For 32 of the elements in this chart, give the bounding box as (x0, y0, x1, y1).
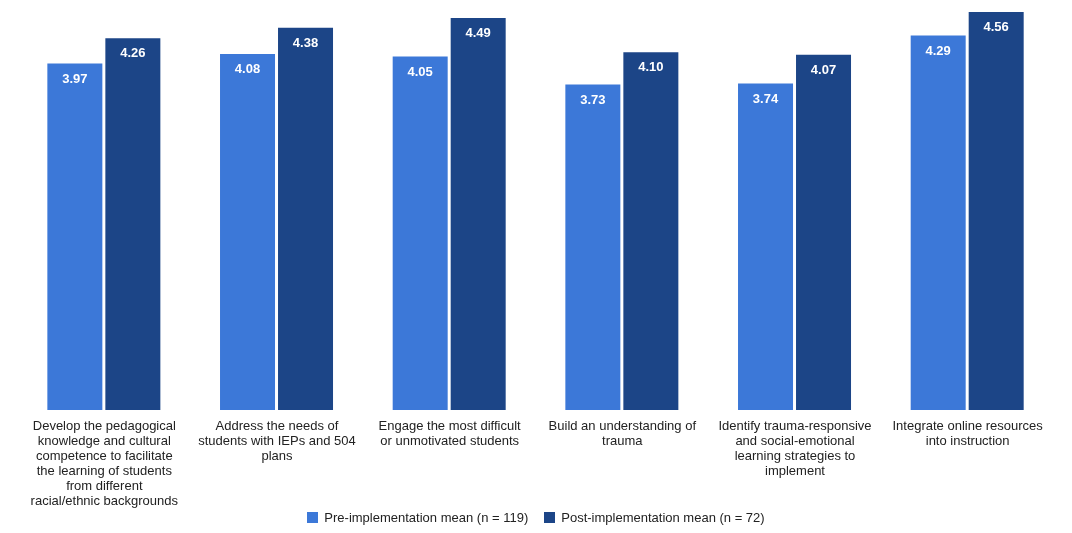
bar (738, 83, 794, 410)
data-label: 4.07 (810, 62, 837, 77)
x-tick-label: Identify trauma-responsive and social-emotional learning strategies to implement (718, 418, 872, 478)
data-label: 3.97 (62, 70, 88, 86)
x-tick-label: Integrate online resources into instruction (892, 418, 1044, 448)
data-label: 4.08 (234, 61, 261, 77)
bar (796, 54, 852, 410)
x-tick-label: Develop the pedagogical knowledge and cultural competence to facilitate the learning of students from different racial/ethnic backgrounds (30, 418, 179, 508)
legend-label: Pre-implementation mean (n = 119) (324, 510, 529, 525)
data-label: 3.74 (752, 90, 779, 106)
data-label: 4.56 (983, 19, 1009, 35)
bar (392, 56, 448, 410)
data-label: 4.38 (292, 34, 319, 50)
bar (47, 63, 103, 410)
bar (623, 52, 679, 410)
data-label: 4.29 (925, 42, 951, 58)
bar (220, 53, 276, 410)
x-tick-label: Build an understanding of trauma (548, 418, 697, 448)
data-label: 4.49 (465, 25, 491, 41)
bar (968, 12, 1024, 410)
x-tick-label: Address the needs of students with IEPs and 504 plans (198, 418, 356, 463)
bar (910, 35, 966, 410)
data-label: 4.05 (407, 63, 433, 79)
data-label: 3.73 (580, 91, 606, 107)
bar (565, 84, 621, 410)
legend-label: Post-implementation mean (n = 72) (561, 510, 765, 525)
x-tick-label: Engage the most difficult or unmotivated students (378, 418, 522, 448)
bar (278, 27, 334, 410)
data-label: 4.10 (638, 59, 664, 75)
data-label: 4.26 (120, 45, 146, 61)
bar (105, 38, 161, 410)
bar (450, 18, 506, 410)
